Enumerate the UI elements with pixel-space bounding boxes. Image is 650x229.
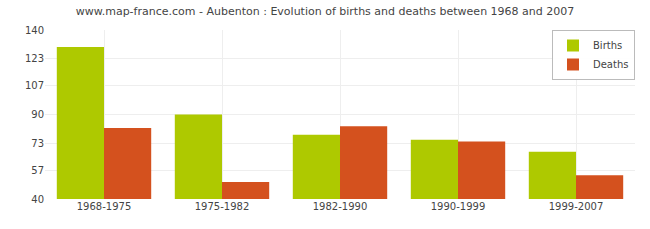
svg-text:1968-1975: 1968-1975 (77, 201, 132, 212)
svg-text:123: 123 (25, 53, 44, 64)
svg-text:40: 40 (31, 194, 44, 205)
svg-text:57: 57 (31, 165, 44, 176)
svg-text:www.map-france.com - Aubenton: www.map-france.com - Aubenton : Evolutio… (76, 5, 575, 18)
svg-text:1990-1999: 1990-1999 (431, 201, 486, 212)
svg-text:1999-2007: 1999-2007 (549, 201, 604, 212)
svg-text:1982-1990: 1982-1990 (313, 201, 368, 212)
svg-text:Births: Births (593, 40, 622, 51)
svg-text:1975-1982: 1975-1982 (195, 201, 250, 212)
svg-text:90: 90 (31, 109, 44, 120)
svg-text:Deaths: Deaths (593, 59, 628, 70)
svg-text:140: 140 (25, 25, 44, 36)
svg-text:107: 107 (25, 80, 44, 91)
svg-text:73: 73 (31, 138, 44, 149)
